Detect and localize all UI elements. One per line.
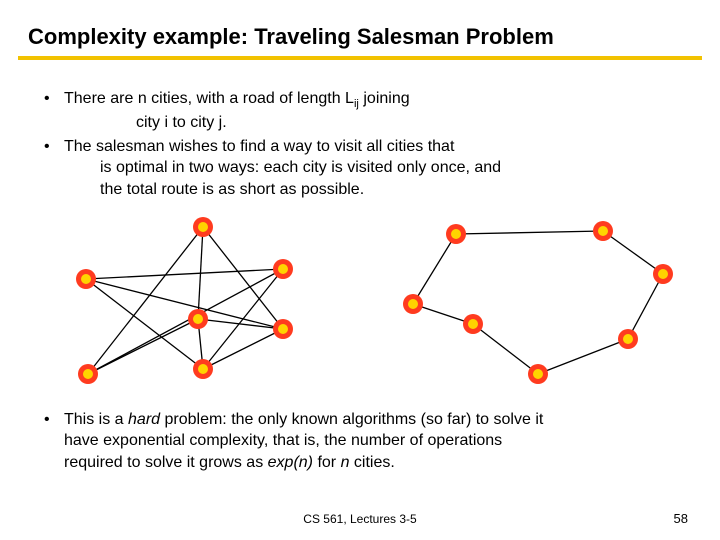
- graph-edge: [203, 227, 283, 329]
- bullet-2-line1: The salesman wishes to find a way to vis…: [64, 138, 454, 155]
- bullet-3-hard: hard: [128, 411, 160, 428]
- graph-node-core: [533, 369, 543, 379]
- bullet-2-line2: is optimal in two ways: each city is vis…: [64, 157, 692, 179]
- graph-edge: [203, 269, 283, 369]
- page-title: Complexity example: Traveling Salesman P…: [28, 24, 692, 50]
- bullet-3-a: This is a: [64, 411, 128, 428]
- graph-edge: [88, 227, 203, 374]
- bullet-3-e: cities.: [349, 454, 394, 471]
- graph-node-core: [198, 222, 208, 232]
- graphs-area: [28, 209, 692, 399]
- graph-edge: [628, 274, 663, 339]
- graph-edge: [413, 234, 456, 304]
- graph-edge: [88, 319, 198, 374]
- bullet-2: The salesman wishes to find a way to vis…: [44, 136, 692, 201]
- graph-edge: [203, 329, 283, 369]
- graph-node-core: [451, 229, 461, 239]
- graph-node-core: [468, 319, 478, 329]
- bullet-3: This is a hard problem: the only known a…: [44, 409, 692, 474]
- bullet-3-b: problem: the only known algorithms (so f…: [160, 411, 543, 428]
- graph-edge: [473, 324, 538, 374]
- graph-node-core: [623, 334, 633, 344]
- graph-node-core: [193, 314, 203, 324]
- graph-node-core: [598, 226, 608, 236]
- graph-edge: [603, 231, 663, 274]
- graph-node-core: [83, 369, 93, 379]
- bullet-3-d: for: [313, 454, 341, 471]
- bullet-3-exp: exp(n): [268, 454, 313, 471]
- graph-node-core: [198, 364, 208, 374]
- bullet-3-c: required to solve it grows as: [64, 454, 268, 471]
- graph-node-core: [408, 299, 418, 309]
- footer-course: CS 561, Lectures 3-5: [303, 512, 416, 526]
- graph-edge: [456, 231, 603, 234]
- graph-node-core: [658, 269, 668, 279]
- graph-node-core: [81, 274, 91, 284]
- graph-edge: [86, 269, 283, 279]
- graph-edge: [198, 319, 283, 329]
- graph-edge: [86, 279, 203, 369]
- footer-page: 58: [674, 511, 688, 526]
- bottom-bullets: This is a hard problem: the only known a…: [28, 409, 692, 474]
- bullet-1-line2: city i to city j.: [64, 112, 692, 134]
- title-underline: [18, 56, 702, 60]
- graph-node-core: [278, 324, 288, 334]
- bullet-3-line2: have exponential complexity, that is, th…: [64, 432, 502, 449]
- bullet-1-text-b: joining: [359, 90, 410, 107]
- top-bullets: There are n cities, with a road of lengt…: [28, 88, 692, 201]
- graph-node-core: [278, 264, 288, 274]
- bullet-1: There are n cities, with a road of lengt…: [44, 88, 692, 134]
- bullet-1-text-a: There are n cities, with a road of lengt…: [64, 90, 354, 107]
- graph-right: [398, 209, 688, 399]
- graph-edge: [538, 339, 628, 374]
- bullet-2-line3: the total route is as short as possible.: [64, 179, 692, 201]
- graph-left: [58, 209, 338, 399]
